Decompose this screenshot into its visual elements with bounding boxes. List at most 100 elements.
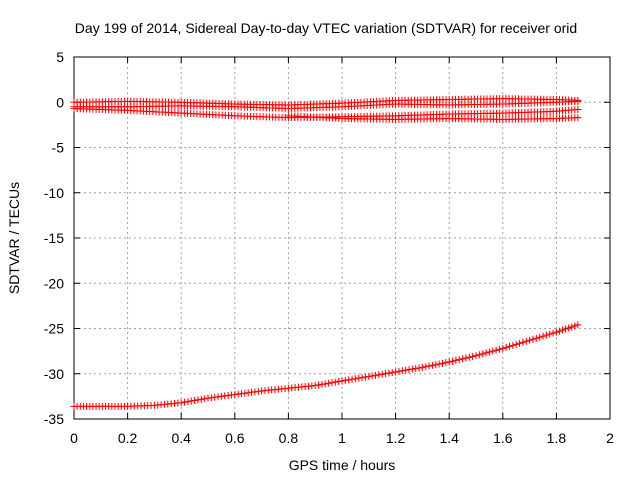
data-point <box>516 339 524 347</box>
y-tick-label: -30 <box>44 366 64 382</box>
data-point <box>415 364 423 372</box>
data-point <box>177 399 185 407</box>
data-point <box>341 376 349 384</box>
data-point <box>469 352 477 360</box>
data-point <box>472 352 480 360</box>
data-point <box>452 356 460 364</box>
data-point <box>197 395 205 403</box>
data-point <box>571 322 579 330</box>
data-point <box>509 341 517 349</box>
data-point <box>315 381 323 389</box>
chart-title: Day 199 of 2014, Sidereal Day-to-day VTE… <box>75 20 577 36</box>
data-point <box>392 368 400 376</box>
x-tick-label: 1.8 <box>547 430 567 446</box>
x-tick-label: 0 <box>70 430 78 446</box>
data-point <box>348 375 356 383</box>
data-point <box>405 366 413 374</box>
data-point <box>325 379 333 387</box>
data-point <box>562 325 570 333</box>
data-point <box>492 346 500 354</box>
series-2 <box>70 97 582 113</box>
data-point <box>574 321 582 329</box>
data-point <box>479 350 487 358</box>
series-4 <box>284 112 582 123</box>
x-tick-label: 1.6 <box>493 430 513 446</box>
data-point <box>328 379 336 387</box>
data-point <box>442 359 450 367</box>
data-point <box>522 337 530 345</box>
data-point <box>565 324 573 332</box>
series-5 <box>70 321 582 410</box>
data-point <box>368 372 376 380</box>
data-point <box>351 375 359 383</box>
data-point <box>574 97 582 105</box>
data-point <box>375 371 383 379</box>
data-point <box>378 370 386 378</box>
data-point <box>574 114 582 122</box>
y-tick-label: -35 <box>44 411 64 427</box>
axis-ticks: 0 0.2 0.4 0.6 0.8 1 1.2 1.4 1.6 1.8 2 5 0 -5 -10 -15 -20… <box>44 49 614 446</box>
x-axis-label: GPS time / hours <box>289 457 396 473</box>
y-tick-label: -25 <box>44 321 64 337</box>
data-point <box>546 330 554 338</box>
data-point <box>365 372 373 380</box>
data-point <box>552 328 560 336</box>
x-tick-label: 1.2 <box>386 430 406 446</box>
data-point <box>555 327 563 335</box>
data-point <box>358 374 366 382</box>
y-tick-label: -20 <box>44 275 64 291</box>
y-axis-label: SDTVAR / TECUs <box>6 182 22 294</box>
y-tick-label: 5 <box>56 49 64 65</box>
data-point <box>408 365 416 373</box>
x-tick-label: 1 <box>338 430 346 446</box>
data-point <box>318 380 326 388</box>
data-point <box>418 363 426 371</box>
x-tick-label: 0.6 <box>225 430 245 446</box>
data-point <box>449 357 457 365</box>
data-point <box>372 371 379 379</box>
data-point <box>512 340 520 348</box>
data-point <box>462 354 470 362</box>
data-point <box>455 356 463 364</box>
x-tick-label: 1.4 <box>439 430 459 446</box>
data-point <box>526 336 534 344</box>
data-point <box>331 378 339 386</box>
data-point <box>345 376 353 384</box>
y-tick-label: 0 <box>56 94 64 110</box>
data-point <box>432 361 440 369</box>
data-point <box>435 360 443 368</box>
data-point <box>201 395 209 403</box>
data-point <box>549 329 557 337</box>
data-point <box>495 345 503 353</box>
data-point <box>361 373 369 381</box>
x-tick-label: 0.4 <box>171 430 191 446</box>
data-point <box>194 396 202 404</box>
data-point <box>536 333 544 341</box>
data-point <box>539 332 547 340</box>
data-point <box>529 335 537 343</box>
data-point <box>398 367 406 375</box>
x-tick-label: 0.2 <box>118 430 138 446</box>
data-point <box>428 361 436 369</box>
y-tick-label: -5 <box>52 140 65 156</box>
data-point <box>181 398 189 406</box>
data-point <box>532 334 540 342</box>
data-point <box>382 370 390 378</box>
data-point <box>499 344 507 352</box>
data-point <box>335 378 343 386</box>
data-point <box>385 369 393 377</box>
data-point <box>506 342 513 350</box>
data-point <box>355 374 363 382</box>
data-point <box>388 369 396 377</box>
x-tick-label: 2 <box>606 430 614 446</box>
data-point <box>439 359 446 367</box>
data-point <box>184 398 192 406</box>
data-point <box>482 349 490 357</box>
data-point <box>459 355 467 363</box>
data-point <box>559 326 567 334</box>
data-point <box>187 397 195 405</box>
data-point <box>395 367 403 375</box>
data-point <box>465 353 473 361</box>
data-series <box>70 95 582 410</box>
